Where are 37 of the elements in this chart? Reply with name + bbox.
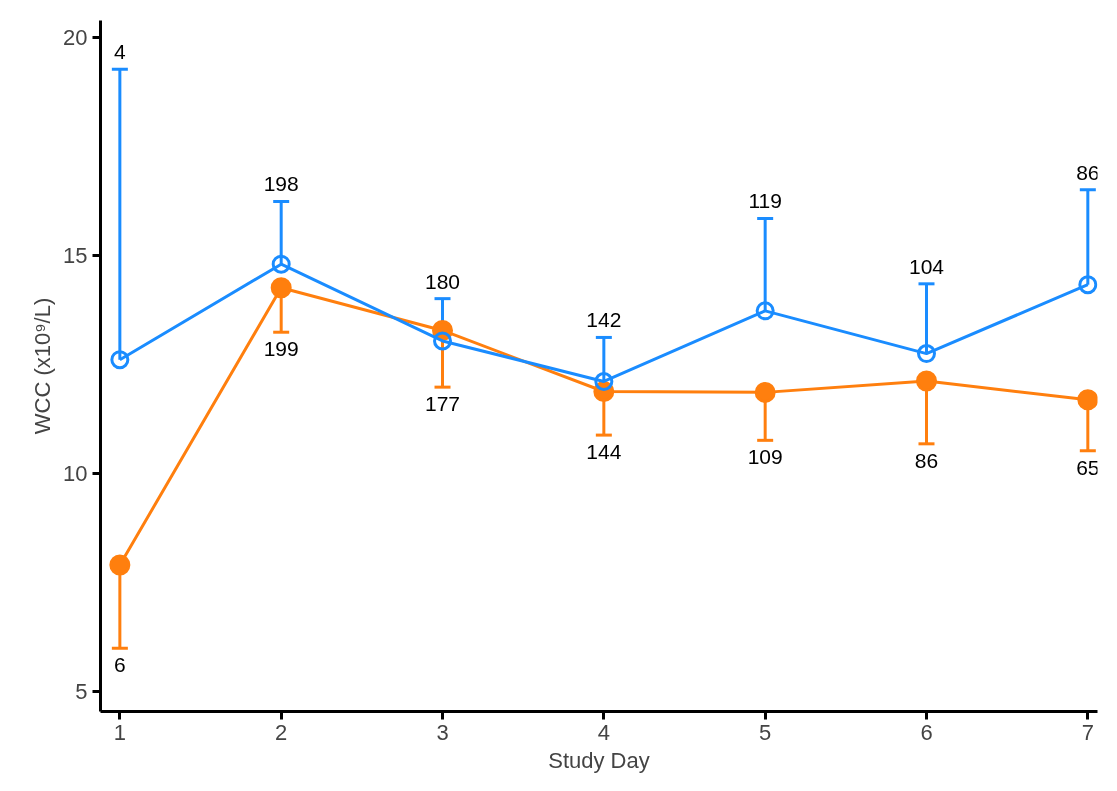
annotation: 180 xyxy=(424,269,461,293)
y-tick-label: 15 xyxy=(63,243,88,269)
point xyxy=(754,381,776,403)
annotation: 177 xyxy=(424,392,461,416)
y-axis-title: WCC (x10⁹/L) xyxy=(30,297,56,435)
point xyxy=(270,277,292,299)
point xyxy=(755,301,775,321)
point xyxy=(433,331,453,351)
annotation: 144 xyxy=(586,440,622,464)
point xyxy=(1077,389,1098,411)
point xyxy=(915,370,937,392)
annotation: 109 xyxy=(747,445,783,469)
y-tick-label: 20 xyxy=(63,25,88,51)
point xyxy=(916,344,936,364)
point xyxy=(594,371,614,391)
annotation: 142 xyxy=(586,308,622,332)
point xyxy=(110,350,130,370)
x-tick-label: 5 xyxy=(759,719,772,745)
annotation: 199 xyxy=(263,337,299,361)
annotation: 6 xyxy=(114,653,126,677)
y-tick-label: 5 xyxy=(75,679,88,705)
annotation: 198 xyxy=(263,172,299,196)
x-tick-label: 4 xyxy=(597,719,610,745)
annotation: 4 xyxy=(114,40,127,64)
x-axis-title: Study Day xyxy=(548,747,650,773)
x-tick-label: 2 xyxy=(275,719,288,745)
x-tick-label: 1 xyxy=(113,719,126,745)
x-tick-label: 6 xyxy=(920,719,933,745)
y-tick-label: 10 xyxy=(63,461,88,487)
point xyxy=(109,554,131,576)
annotation: 104 xyxy=(908,254,945,278)
x-tick-label: 7 xyxy=(1081,719,1094,745)
annotation: 119 xyxy=(748,189,782,213)
point xyxy=(271,254,291,274)
annotation: 86 xyxy=(914,448,939,472)
x-tick-label: 3 xyxy=(436,719,449,745)
point xyxy=(1078,275,1098,295)
